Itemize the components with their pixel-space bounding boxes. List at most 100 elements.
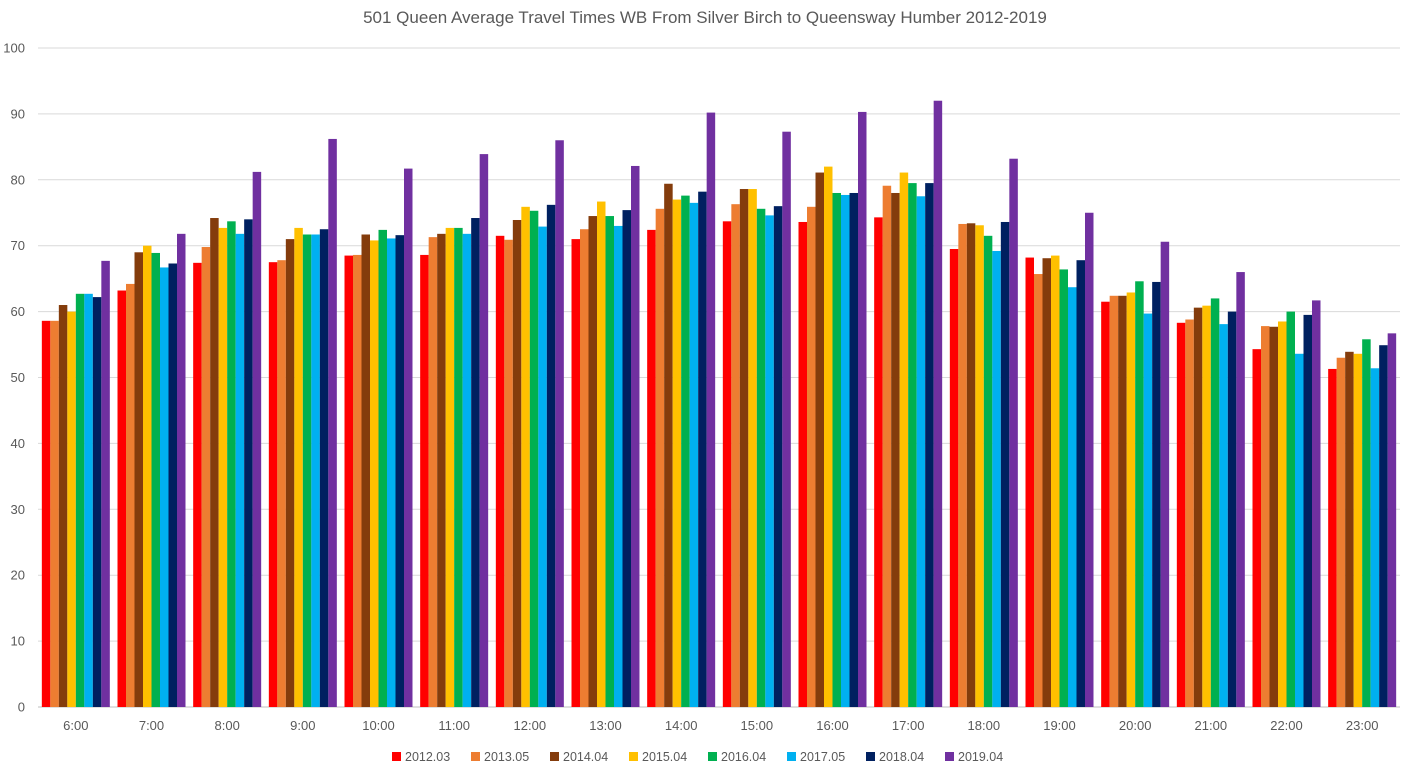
bar (832, 192, 841, 708)
x-tick-label: 7:00 (139, 718, 164, 733)
bar (1185, 319, 1194, 707)
bar (765, 215, 774, 708)
bar (1379, 345, 1388, 707)
bar (1068, 287, 1077, 707)
bar (328, 138, 337, 707)
bar (1109, 295, 1119, 707)
y-tick-label: 70 (11, 238, 25, 253)
bar (50, 320, 59, 707)
legend-swatch (866, 752, 875, 761)
bar (404, 168, 413, 708)
bar (84, 293, 93, 707)
bar (1236, 272, 1245, 707)
bar (858, 111, 867, 708)
bar (807, 206, 816, 707)
bar (1000, 221, 1010, 707)
bar (1312, 300, 1321, 707)
bars (41, 100, 1397, 708)
bar (739, 189, 749, 707)
bar (681, 195, 690, 707)
bar (748, 189, 757, 707)
x-tick-label: 10:00 (362, 718, 395, 733)
bar (597, 201, 606, 707)
legend-label: 2014.04 (563, 750, 608, 764)
bar (655, 208, 665, 707)
bar (143, 245, 152, 707)
bar (605, 216, 614, 708)
bar (1295, 353, 1304, 707)
x-tick-label: 6:00 (63, 718, 88, 733)
x-tick-label: 9:00 (290, 718, 315, 733)
bar (218, 227, 228, 708)
bar (933, 100, 943, 708)
bar (134, 252, 143, 708)
bar (1303, 314, 1312, 707)
bar (160, 267, 169, 707)
bar (555, 140, 564, 707)
bar (1101, 301, 1110, 707)
bar (1269, 326, 1278, 707)
y-tick-label: 30 (11, 502, 25, 517)
bar (1219, 324, 1228, 707)
bar (622, 210, 631, 707)
bar (538, 226, 547, 708)
bar (664, 183, 673, 707)
bar (614, 225, 623, 707)
bar (580, 229, 589, 707)
legend-swatch (392, 752, 401, 761)
bar (841, 194, 850, 707)
y-tick-label: 20 (11, 568, 25, 583)
bar (722, 221, 732, 707)
bar (983, 235, 993, 707)
legend-label: 2016.04 (721, 750, 766, 764)
x-tick-label: 11:00 (438, 718, 470, 733)
legend-swatch (945, 752, 954, 761)
bar (1261, 326, 1270, 707)
bar (75, 293, 85, 707)
legend-swatch (629, 752, 638, 761)
bar (782, 131, 791, 707)
bar (151, 252, 160, 707)
bar (1059, 269, 1068, 707)
bar (244, 219, 253, 707)
bar (698, 191, 707, 708)
bar (117, 290, 126, 707)
y-tick-label: 10 (11, 634, 25, 649)
bar (1278, 321, 1287, 707)
bar (193, 262, 202, 707)
bar (227, 221, 236, 707)
bar (420, 254, 429, 707)
legend-label: 2012.03 (405, 750, 450, 764)
bar (168, 263, 177, 707)
bar (319, 229, 329, 707)
legend: 2012.03 2013.05 2014.04 2015.04 2016.04 2017.… (392, 750, 1003, 764)
bar (571, 239, 580, 708)
bar (101, 260, 110, 707)
bar (1362, 339, 1371, 707)
bar (824, 166, 833, 707)
bar (672, 199, 682, 707)
bar (1143, 313, 1153, 707)
bar (126, 283, 135, 707)
bar (428, 237, 438, 707)
bar (302, 234, 312, 707)
bar (773, 206, 783, 707)
bar (1286, 311, 1295, 707)
bar (958, 223, 967, 707)
x-axis-ticks: 6:00 7:00 8:00 9:00 10:00 11:00 12:00 13:00 14:0… (63, 718, 1378, 733)
bar (899, 172, 909, 707)
bar (277, 260, 286, 707)
x-tick-label: 20:00 (1119, 718, 1152, 733)
bar (925, 183, 934, 708)
bar (58, 305, 68, 707)
bar (1176, 322, 1186, 707)
bar (689, 202, 699, 708)
bar (210, 218, 219, 707)
bar (471, 218, 480, 707)
bar (1336, 357, 1346, 707)
y-tick-label: 0 (18, 700, 25, 715)
bar (235, 233, 245, 707)
bar (975, 225, 984, 707)
bar (706, 112, 716, 707)
bar (201, 247, 211, 707)
